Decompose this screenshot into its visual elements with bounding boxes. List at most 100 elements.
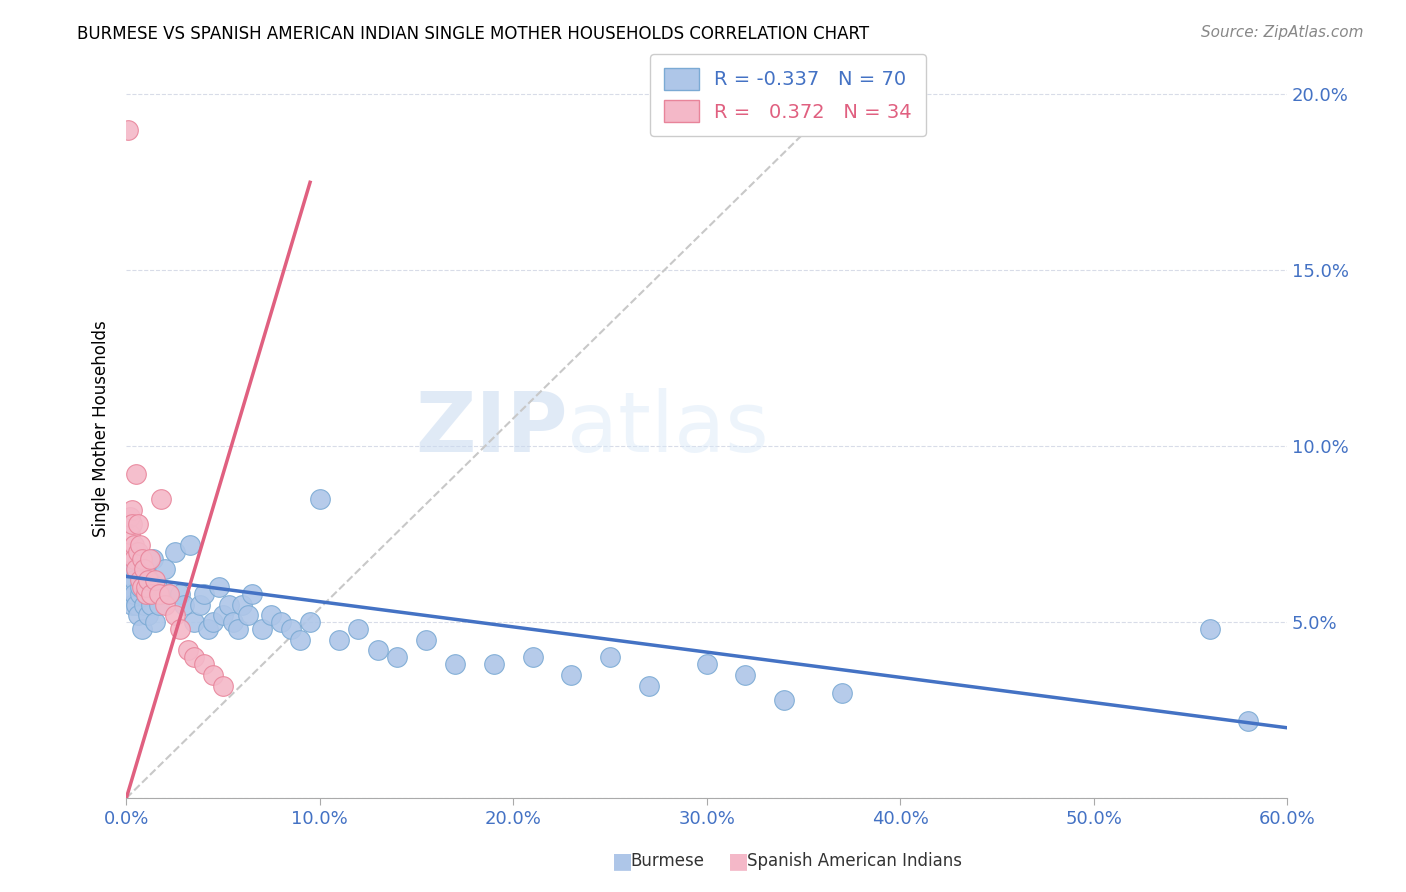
Point — [122, 552, 145, 566]
Point — [150, 491, 173, 506]
Point — [125, 545, 148, 559]
Point — [128, 587, 150, 601]
Point — [1237, 714, 1260, 728]
Legend: R = -0.337   N = 70, R =   0.372   N = 34: R = -0.337 N = 70, R = 0.372 N = 34 — [650, 54, 925, 136]
Point — [131, 552, 153, 566]
Point — [120, 527, 142, 541]
Point — [121, 598, 143, 612]
Point — [560, 668, 582, 682]
Point — [202, 615, 225, 630]
Point — [482, 657, 505, 672]
Point — [290, 632, 312, 647]
Point — [127, 516, 149, 531]
Point — [222, 615, 245, 630]
Point — [138, 552, 160, 566]
Point — [415, 632, 437, 647]
Point — [163, 545, 186, 559]
Point — [193, 587, 215, 601]
Point — [132, 562, 155, 576]
Point — [117, 545, 139, 559]
Point — [157, 587, 180, 601]
Point — [231, 598, 253, 612]
Point — [121, 562, 143, 576]
Point — [135, 580, 157, 594]
Point — [308, 491, 330, 506]
Point — [444, 657, 467, 672]
Point — [128, 580, 150, 594]
Point — [122, 587, 145, 601]
Point — [270, 615, 292, 630]
Point — [131, 573, 153, 587]
Point — [163, 608, 186, 623]
Point — [128, 573, 150, 587]
Point — [347, 622, 370, 636]
Point — [132, 598, 155, 612]
Point — [212, 608, 235, 623]
Point — [131, 622, 153, 636]
Point — [696, 657, 718, 672]
Point — [125, 467, 148, 482]
Point — [120, 509, 142, 524]
Point — [197, 622, 219, 636]
Point — [1198, 622, 1220, 636]
Point — [136, 573, 159, 587]
Text: atlas: atlas — [568, 388, 769, 469]
Point — [127, 552, 149, 566]
Point — [228, 622, 250, 636]
Text: ■: ■ — [612, 851, 633, 871]
Point — [280, 622, 302, 636]
Point — [136, 608, 159, 623]
Point — [138, 587, 160, 601]
Point — [125, 598, 148, 612]
Point — [773, 692, 796, 706]
Point — [135, 587, 157, 601]
Point — [121, 516, 143, 531]
Text: Source: ZipAtlas.com: Source: ZipAtlas.com — [1201, 25, 1364, 40]
Point — [135, 562, 157, 576]
Point — [117, 580, 139, 594]
Point — [173, 598, 195, 612]
Point — [146, 580, 169, 594]
Text: ZIP: ZIP — [415, 388, 568, 469]
Point — [153, 598, 176, 612]
Point — [250, 622, 273, 636]
Point — [328, 632, 350, 647]
Point — [143, 615, 166, 630]
Point — [367, 643, 389, 657]
Point — [136, 580, 159, 594]
Point — [150, 587, 173, 601]
Point — [193, 657, 215, 672]
Point — [599, 650, 621, 665]
Point — [121, 502, 143, 516]
Point — [179, 538, 201, 552]
Point — [157, 587, 180, 601]
Point — [120, 587, 142, 601]
Text: Spanish American Indians: Spanish American Indians — [747, 852, 962, 870]
Point — [131, 580, 153, 594]
Point — [208, 580, 231, 594]
Point — [212, 679, 235, 693]
Point — [637, 679, 659, 693]
Text: ■: ■ — [728, 851, 749, 871]
Point — [127, 545, 149, 559]
Point — [125, 562, 148, 576]
Y-axis label: Single Mother Households: Single Mother Households — [93, 320, 110, 537]
Point — [132, 580, 155, 594]
Point — [188, 598, 211, 612]
Point — [141, 587, 163, 601]
Point — [169, 587, 191, 601]
Point — [128, 538, 150, 552]
Point — [142, 552, 165, 566]
Text: Burmese: Burmese — [630, 852, 704, 870]
Point — [143, 573, 166, 587]
Point — [299, 615, 322, 630]
Point — [122, 573, 145, 587]
Point — [148, 598, 170, 612]
Point — [117, 122, 139, 136]
Point — [148, 587, 170, 601]
Point — [385, 650, 408, 665]
Point — [153, 562, 176, 576]
Point — [127, 608, 149, 623]
Point — [183, 650, 205, 665]
Point — [135, 587, 157, 601]
